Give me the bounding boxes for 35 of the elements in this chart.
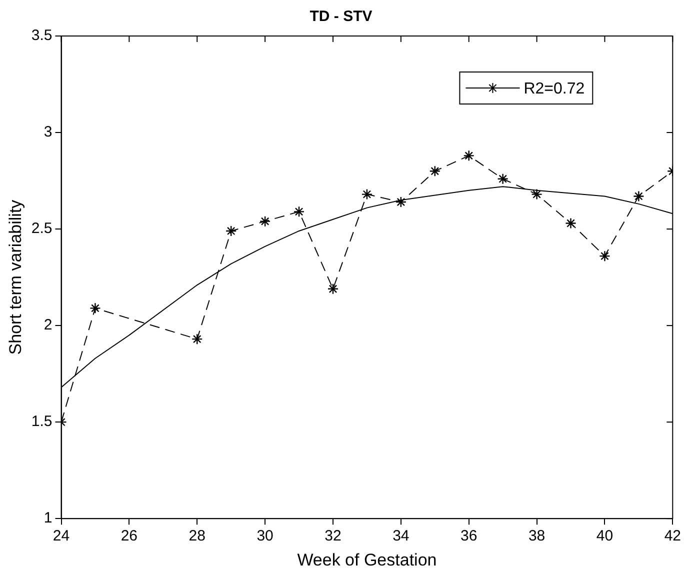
y-tick-label: 1.5 — [31, 413, 52, 430]
point — [497, 173, 508, 184]
point — [565, 218, 576, 229]
x-tick-label: 26 — [120, 528, 138, 545]
x-tick-label: 36 — [460, 528, 478, 545]
y-tick-label: 1 — [44, 510, 52, 527]
x-tick-label: 42 — [664, 528, 681, 545]
point — [599, 250, 610, 262]
point — [633, 190, 644, 202]
chart-title: TD - STV — [310, 8, 372, 26]
y-tick-label: 2 — [44, 316, 52, 334]
x-axis-title: Week of Gestation — [297, 550, 437, 570]
point — [429, 166, 440, 177]
point — [395, 196, 407, 208]
x-tick-label: 32 — [324, 528, 342, 545]
point — [192, 333, 203, 345]
y-axis-title: Short term variability — [6, 199, 25, 355]
x-tick-label: 28 — [188, 528, 206, 545]
point — [293, 206, 305, 218]
y-tick-label: 3 — [44, 124, 52, 141]
x-tick-label: 24 — [52, 528, 70, 545]
x-tick-label: 30 — [256, 528, 274, 545]
point — [327, 283, 339, 294]
point — [259, 216, 271, 227]
x-tick-label: 34 — [392, 528, 410, 545]
point — [531, 188, 542, 200]
x-tick-label: 38 — [528, 528, 546, 545]
y-tick-label: 2.5 — [31, 220, 52, 238]
point — [463, 150, 474, 162]
y-tick-label: 3.5 — [31, 27, 52, 44]
legend-label: R2=0.72 — [524, 80, 585, 98]
point — [361, 188, 373, 200]
point — [225, 225, 237, 237]
point — [90, 302, 101, 314]
x-tick-label: 40 — [596, 528, 614, 545]
